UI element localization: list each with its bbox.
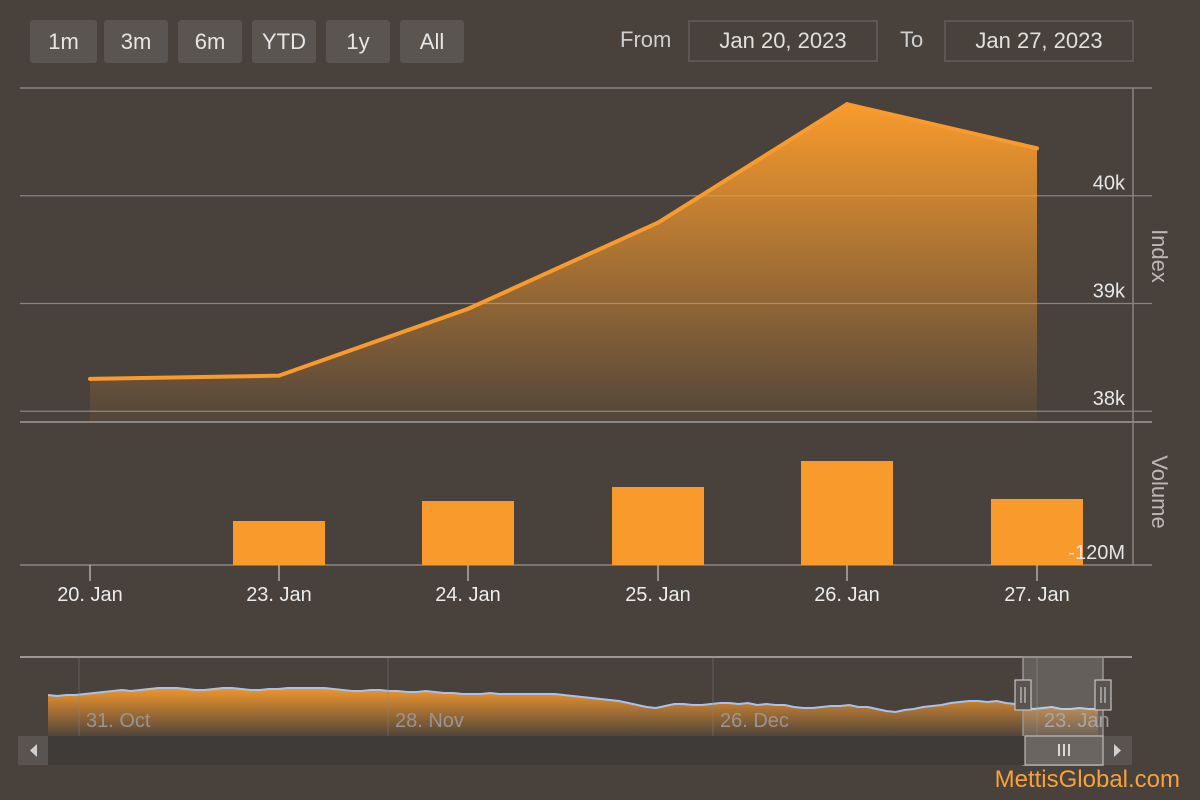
to-label: To bbox=[900, 27, 924, 52]
from-date-input[interactable]: Jan 20, 2023 bbox=[688, 20, 878, 62]
navigator[interactable]: 31. Oct 28. Nov 26. Dec 23. Jan bbox=[20, 656, 1132, 766]
index-data-point bbox=[656, 220, 660, 225]
index-data-point bbox=[88, 376, 92, 381]
index-series-line bbox=[89, 102, 1038, 381]
index-data-point bbox=[277, 373, 281, 378]
from-label: From bbox=[620, 27, 672, 52]
range-button-1y[interactable]: 1y bbox=[326, 20, 390, 63]
scrollbar[interactable] bbox=[18, 735, 1132, 766]
volume-bar bbox=[233, 521, 325, 565]
x-tick-label: 25. Jan bbox=[625, 584, 691, 606]
arrow-right-icon bbox=[1114, 744, 1121, 757]
index-area-fill bbox=[90, 104, 1037, 423]
index-data-point bbox=[1035, 146, 1039, 151]
index-data-point bbox=[466, 306, 470, 311]
price-tick-label: 39k bbox=[1093, 280, 1126, 302]
watermark-text: MettisGlobal.com bbox=[994, 766, 1180, 793]
arrow-left-icon bbox=[30, 744, 37, 757]
range-button-3m[interactable]: 3m bbox=[104, 20, 168, 63]
volume-bar bbox=[801, 461, 893, 565]
x-tick-label: 26. Jan bbox=[814, 584, 880, 606]
volume-bar bbox=[612, 487, 704, 565]
range-button-1m[interactable]: 1m bbox=[30, 20, 97, 63]
navigator-line bbox=[47, 687, 1098, 714]
price-tick-label: 40k bbox=[1093, 173, 1126, 195]
navigator-left-handle[interactable] bbox=[1014, 679, 1032, 711]
to-date-input[interactable]: Jan 27, 2023 bbox=[944, 20, 1134, 62]
x-tick-label: 24. Jan bbox=[435, 584, 501, 606]
navigator-date-label: 26. Dec bbox=[720, 710, 789, 732]
x-tick-label: 20. Jan bbox=[57, 584, 123, 606]
range-button-6m[interactable]: 6m bbox=[178, 20, 242, 63]
navigator-date-label: 31. Oct bbox=[86, 710, 151, 732]
range-button-ytd[interactable]: YTD bbox=[252, 20, 316, 63]
navigator-date-label: 28. Nov bbox=[395, 710, 464, 732]
scrollbar-track[interactable] bbox=[18, 736, 1132, 765]
volume-axis-title: Volume bbox=[1147, 455, 1172, 528]
volume-tick-label: -120M bbox=[1068, 542, 1125, 564]
navigator-right-handle[interactable] bbox=[1094, 679, 1112, 711]
price-tick-label: 38k bbox=[1093, 388, 1126, 410]
volume-bar bbox=[422, 501, 514, 565]
index-axis-title: Index bbox=[1147, 229, 1172, 283]
volume-bar bbox=[991, 499, 1083, 565]
range-button-all[interactable]: All bbox=[400, 20, 464, 63]
x-tick-label: 23. Jan bbox=[246, 584, 312, 606]
x-tick-label: 27. Jan bbox=[1004, 584, 1070, 606]
index-data-point bbox=[845, 102, 849, 107]
navigator-date-label: 23. Jan bbox=[1044, 710, 1110, 732]
navigator-area bbox=[48, 688, 1098, 736]
